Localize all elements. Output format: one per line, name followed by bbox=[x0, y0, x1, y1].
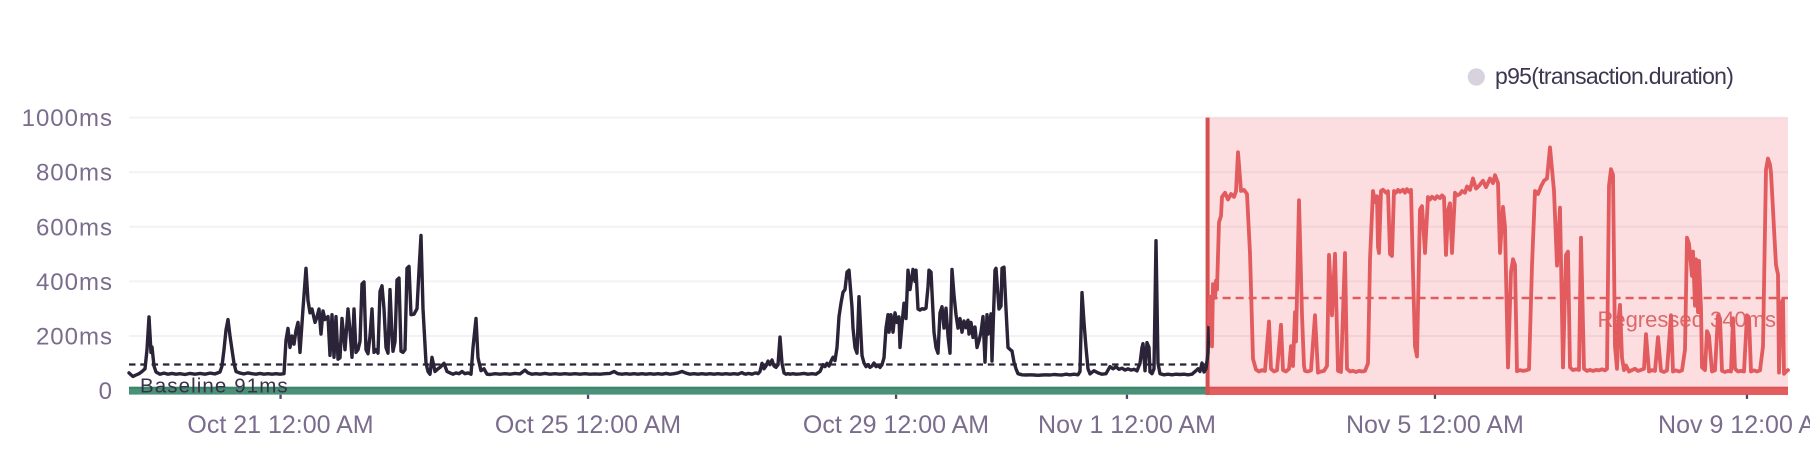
svg-text:p95(transaction.duration): p95(transaction.duration) bbox=[1495, 63, 1733, 89]
svg-text:200ms: 200ms bbox=[36, 324, 113, 351]
svg-text:Oct 21 12:00 AM: Oct 21 12:00 AM bbox=[187, 411, 373, 439]
svg-text:Nov 1 12:00 AM: Nov 1 12:00 AM bbox=[1038, 411, 1216, 439]
svg-text:Baseline 91ms: Baseline 91ms bbox=[140, 375, 289, 398]
svg-text:800ms: 800ms bbox=[36, 160, 113, 187]
svg-text:Oct 25 12:00 AM: Oct 25 12:00 AM bbox=[495, 411, 681, 439]
svg-text:400ms: 400ms bbox=[36, 269, 113, 296]
svg-text:Nov 5 12:00 AM: Nov 5 12:00 AM bbox=[1346, 411, 1524, 439]
svg-text:Oct 29 12:00 AM: Oct 29 12:00 AM bbox=[803, 411, 989, 439]
svg-text:1000ms: 1000ms bbox=[22, 105, 113, 132]
svg-text:Nov 9 12:00 AM: Nov 9 12:00 AM bbox=[1658, 411, 1810, 439]
svg-text:0: 0 bbox=[99, 378, 113, 405]
svg-text:600ms: 600ms bbox=[36, 214, 113, 241]
